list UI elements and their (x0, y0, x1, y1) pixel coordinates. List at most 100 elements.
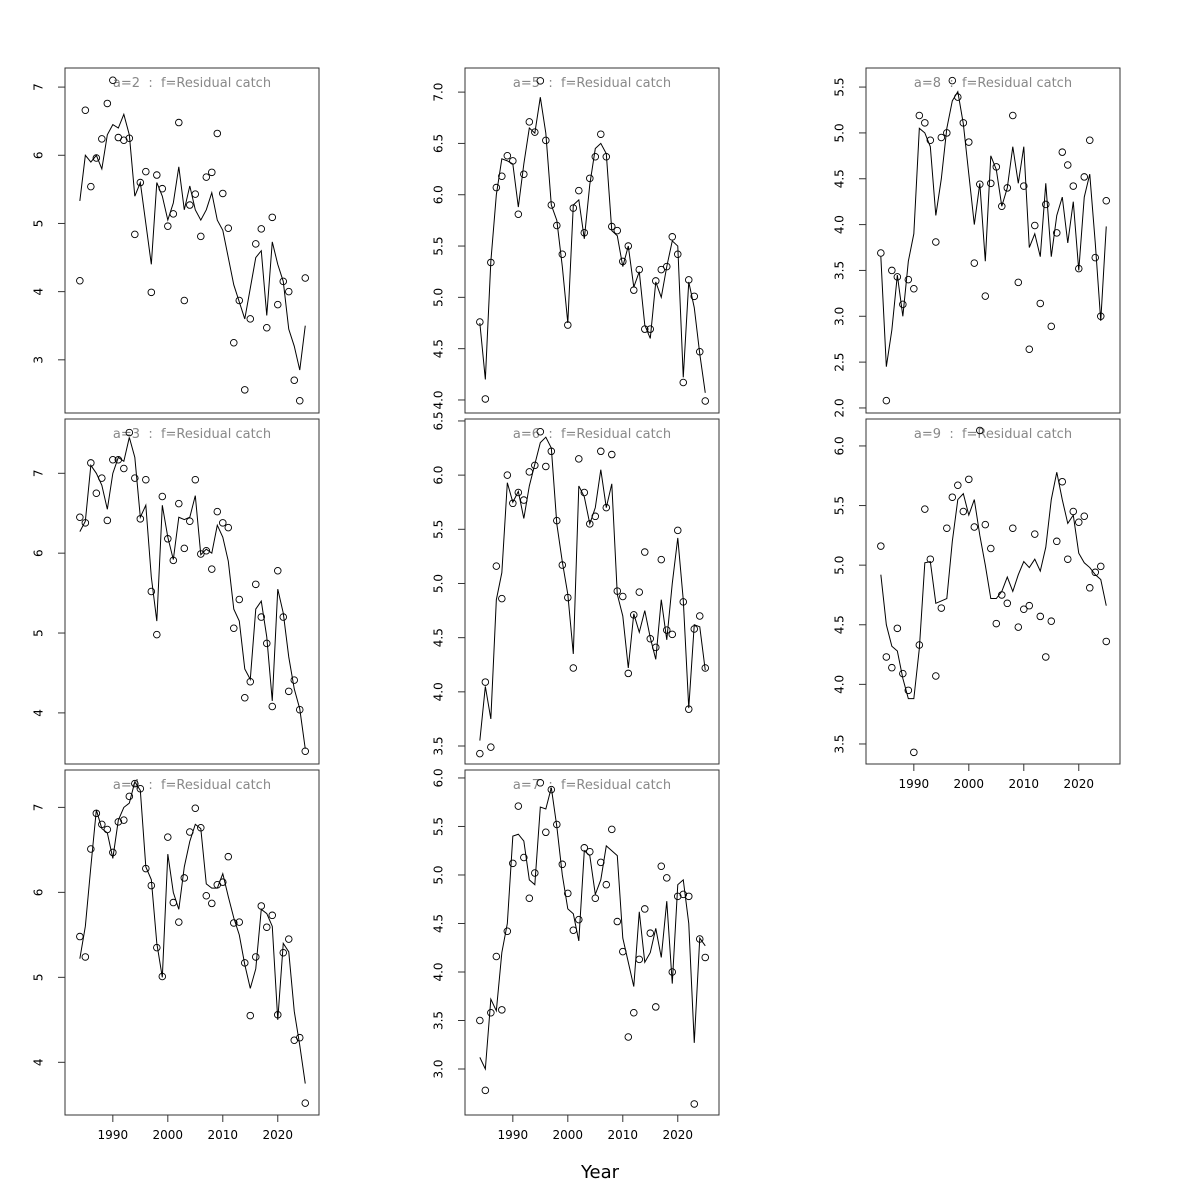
data-point (1086, 136, 1094, 144)
data-point (1053, 537, 1061, 546)
plot-box (464, 67, 720, 414)
panel-title: a=3 : f=Residual catch (113, 427, 271, 442)
data-point (525, 118, 534, 126)
data-point (180, 874, 189, 882)
panel-title: a=8 : f=Residual catch (914, 76, 1072, 91)
data-point (114, 818, 123, 826)
data-point (1031, 221, 1039, 230)
y-tick-label: 7.0 (432, 83, 446, 102)
data-point (257, 225, 266, 233)
data-point (285, 687, 293, 696)
y-tick-label: 5.5 (833, 496, 847, 515)
data-point (1097, 562, 1105, 571)
data-point (202, 547, 211, 555)
data-point (487, 1008, 495, 1017)
data-point (619, 592, 627, 601)
data-point (197, 232, 205, 241)
data-point (230, 339, 238, 347)
y-tick-label: 5 (32, 629, 46, 637)
data-point (246, 315, 255, 323)
data-point (657, 265, 666, 274)
data-point (1064, 555, 1072, 563)
data-point (937, 133, 946, 142)
data-point (932, 672, 940, 680)
data-point (1047, 322, 1056, 331)
data-point (976, 426, 984, 435)
data-point (268, 702, 277, 711)
data-point (668, 968, 677, 976)
data-point (1014, 278, 1023, 287)
data-point (153, 171, 161, 179)
data-point (520, 853, 528, 862)
data-point (921, 119, 929, 127)
data-point (948, 493, 957, 501)
data-point (910, 285, 918, 293)
fitted-line (479, 787, 706, 1071)
y-tick-label: 6.5 (432, 134, 446, 153)
data-point (180, 544, 189, 553)
y-tick-label: 4.5 (432, 628, 446, 647)
data-point (597, 130, 605, 138)
data-point (690, 1100, 699, 1108)
data-point (481, 395, 490, 403)
data-point (235, 918, 244, 926)
y-tick-label: 5.5 (432, 520, 446, 539)
data-point (109, 848, 117, 857)
data-point (191, 475, 200, 484)
data-point (191, 190, 200, 198)
data-point (1091, 253, 1100, 262)
data-point (476, 749, 484, 758)
y-tick-label: 6.0 (432, 768, 446, 787)
data-point (263, 923, 271, 931)
data-point (1064, 161, 1072, 169)
data-point (981, 520, 990, 529)
data-point (219, 189, 227, 198)
data-point (1031, 530, 1039, 538)
data-point (120, 816, 128, 824)
data-point (131, 474, 139, 482)
data-point (252, 240, 260, 248)
data-point (575, 455, 583, 463)
data-point (646, 929, 655, 937)
data-point (613, 226, 622, 235)
data-point (591, 894, 600, 903)
data-point (536, 779, 545, 787)
y-tick-label: 5.0 (432, 865, 446, 884)
data-point (701, 397, 710, 405)
data-point (153, 630, 161, 639)
panel-title: a=7 : f=Residual catch (513, 778, 671, 793)
data-point (641, 548, 649, 556)
y-tick-label: 6.0 (432, 185, 446, 204)
data-point (219, 519, 227, 527)
data-point (76, 932, 84, 941)
data-point (641, 905, 649, 913)
data-point (635, 588, 644, 596)
x-tick-label: 2010 (1009, 777, 1040, 791)
data-point (285, 935, 293, 943)
data-point (241, 693, 249, 702)
data-point (668, 630, 677, 639)
data-point (679, 890, 688, 899)
data-point (296, 1033, 304, 1042)
data-point (959, 507, 968, 516)
data-point (608, 450, 616, 459)
data-point (926, 136, 935, 144)
data-point (701, 953, 710, 962)
data-point (674, 526, 682, 535)
data-point (948, 76, 957, 85)
data-point (954, 481, 962, 490)
data-point (904, 275, 913, 284)
panel: 3 4 5 6 7 a=2 : f=Residual catch (32, 67, 320, 414)
panel: 3.5 4.0 4.5 5.0 5.5 6.0 6.5 a=6 : f=Residual ca… (432, 411, 720, 765)
fitted-line (880, 90, 1107, 367)
data-point (531, 869, 539, 877)
data-point (882, 653, 891, 661)
data-point (547, 785, 556, 794)
data-point (191, 804, 200, 812)
data-point (904, 686, 913, 695)
data-point (290, 376, 299, 385)
data-point (224, 523, 233, 532)
data-point (290, 676, 299, 684)
data-point (558, 860, 567, 869)
data-point (981, 292, 990, 300)
